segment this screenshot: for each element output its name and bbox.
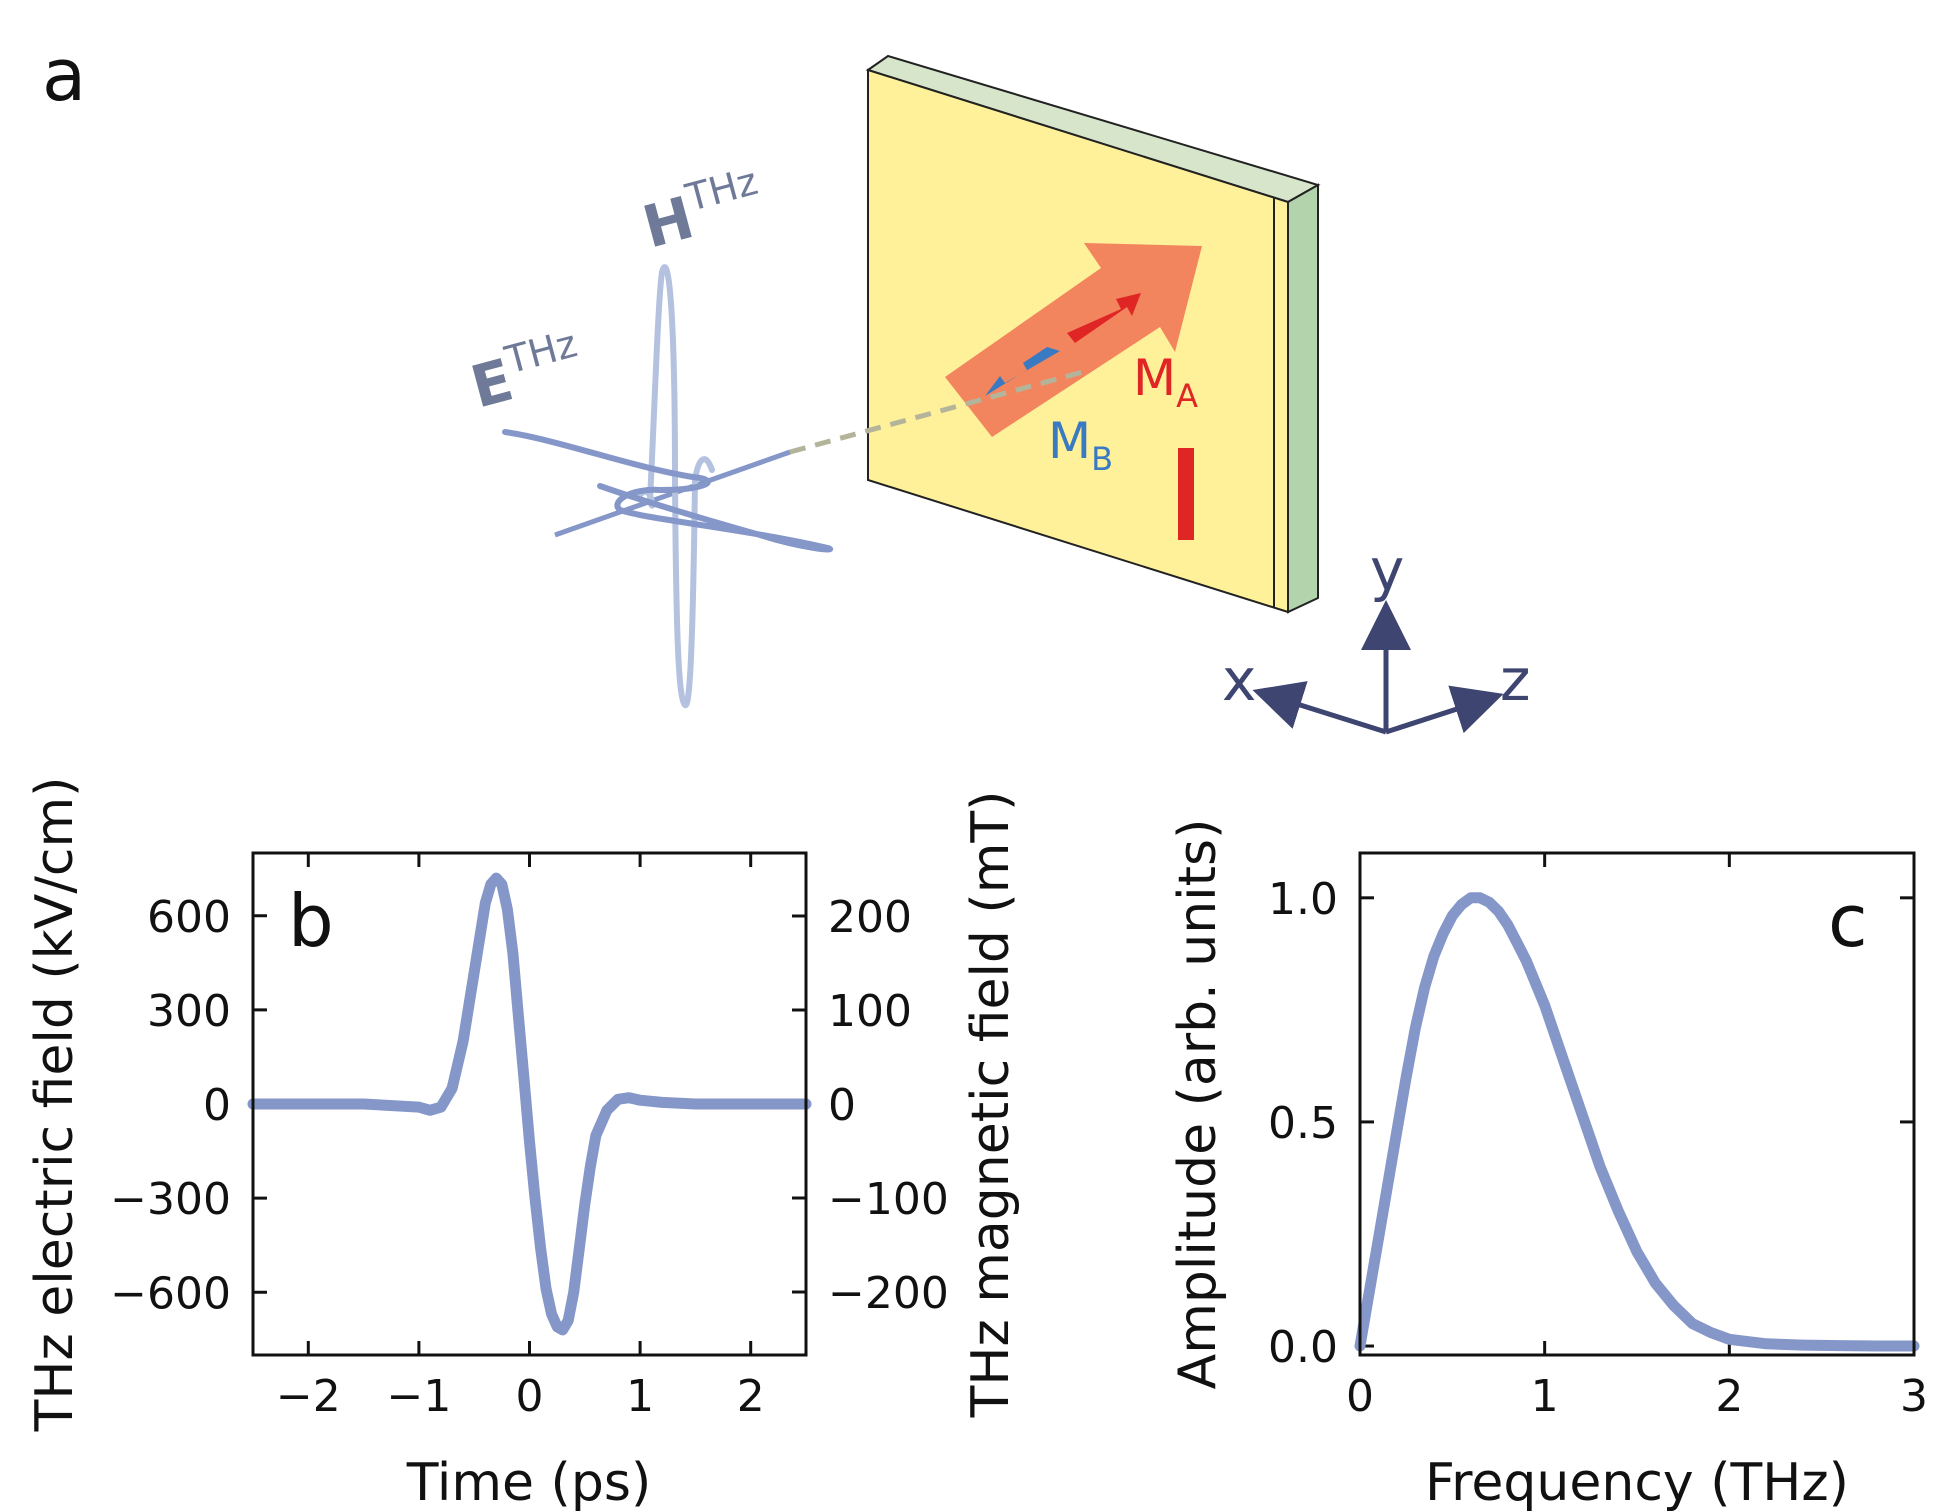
y-tick-label: 1.0 <box>1268 874 1338 925</box>
x-tick-label: 3 <box>1900 1371 1928 1422</box>
h-field-label: HTHz <box>634 159 769 262</box>
panel-b-xlabel: Time (ps) <box>406 1453 651 1512</box>
panel-b-series-line <box>247 872 812 1336</box>
mb-label: MB <box>1048 412 1113 478</box>
x-tick-label: 0 <box>516 1371 544 1422</box>
ma-arrow <box>1067 293 1141 343</box>
ma-bar <box>1178 448 1194 540</box>
axis-y-label: y <box>1370 536 1404 604</box>
y2-tick-label: −100 <box>828 1174 949 1225</box>
panel-b-y2label: THz magnetic field (mT) <box>961 791 1021 1419</box>
panel-c-series-line <box>1354 892 1920 1352</box>
x-tick-label: −1 <box>386 1371 451 1422</box>
e-field-label: ETHz <box>462 321 589 421</box>
axis-z-arrow <box>1385 685 1504 735</box>
e-field-pulse <box>502 429 834 553</box>
panel-b-letter: b <box>288 879 334 963</box>
axis-x-arrow <box>1252 681 1387 735</box>
x-tick-label: −2 <box>276 1371 341 1422</box>
axis-x-label: x <box>1222 646 1256 714</box>
panel-c-chart: 0 1 2 3 1.0 0.5 0.0 c Frequency (THz) Amplitud… <box>1168 819 1928 1512</box>
x-tick-label: 2 <box>737 1371 765 1422</box>
y2-tick-label: −200 <box>828 1268 949 1319</box>
x-tick-label: 0 <box>1346 1371 1374 1422</box>
coordinate-axes: y x z <box>1222 536 1530 735</box>
y2-tick-label: 200 <box>828 892 912 943</box>
axis-z-label: z <box>1500 646 1530 714</box>
y2-tick-label: 100 <box>828 986 912 1037</box>
h-field-pulse <box>637 264 715 709</box>
ma-label: MA <box>1133 349 1198 415</box>
panel-c-frame <box>1358 851 1916 1357</box>
mb-arrow <box>985 347 1060 396</box>
y-tick-label: 300 <box>147 986 231 1037</box>
x-tick-label: 2 <box>1715 1371 1743 1422</box>
y-tick-label: −600 <box>110 1268 231 1319</box>
y-tick-label: 0.5 <box>1268 1098 1338 1149</box>
y-tick-label: 0 <box>203 1080 231 1131</box>
y-tick-label: 600 <box>147 892 231 943</box>
panel-b-ylabel: THz electric field (kV/cm) <box>25 777 85 1433</box>
sample-slab: MA MB <box>865 54 1321 614</box>
y-tick-label: −300 <box>110 1174 231 1225</box>
panel-c-letter: c <box>1828 879 1868 963</box>
y2-tick-label: 0 <box>828 1080 856 1131</box>
panel-a-letter: a <box>42 33 86 117</box>
panel-c-xlabel: Frequency (THz) <box>1425 1453 1849 1512</box>
x-tick-label: 1 <box>626 1371 654 1422</box>
panel-b-frame <box>251 851 808 1357</box>
panel-b-ticks: −2 −1 0 1 2 600 300 0 −300 −600 200 100 0 −100 −200 <box>110 853 949 1422</box>
panel-c-ylabel: Amplitude (arb. units) <box>1168 819 1228 1390</box>
y-tick-label: 0.0 <box>1268 1322 1338 1373</box>
slab-green-side <box>1287 183 1319 614</box>
panel-a-schematic: a MA MB HTHz ETHz <box>42 33 1530 735</box>
x-tick-label: 1 <box>1531 1371 1559 1422</box>
panel-c-ticks: 0 1 2 3 1.0 0.5 0.0 <box>1268 853 1928 1422</box>
